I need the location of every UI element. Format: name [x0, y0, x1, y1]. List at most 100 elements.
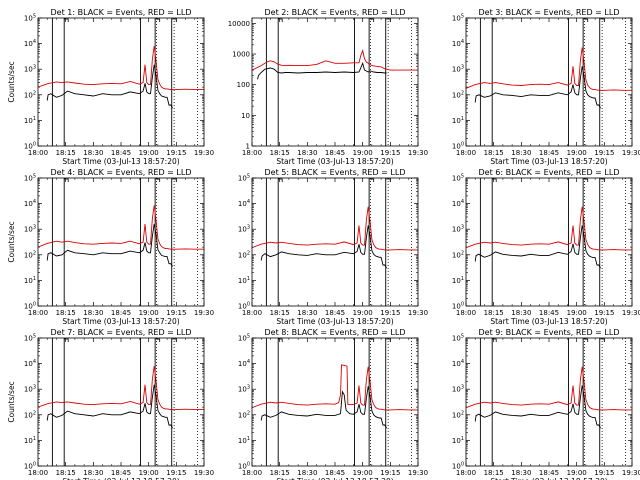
x-tick-label: 18:45: [111, 309, 131, 317]
y-tick-label: 104: [452, 39, 464, 48]
x-tick-label: 18:45: [325, 469, 345, 477]
y-tick-label: 105: [238, 334, 250, 343]
flag-marker: [600, 338, 605, 342]
plot-frame: [251, 337, 419, 467]
series-line-events: [260, 386, 387, 429]
flag-marker: [583, 18, 589, 22]
x-tick-label: 18:45: [539, 309, 559, 317]
y-tick-label: 102: [452, 90, 464, 99]
y-axis-label: Counts/sec: [7, 221, 16, 262]
y-tick-label: 100: [238, 302, 250, 311]
panel-title: Det 5: BLACK = Events, RED = LLD: [265, 168, 406, 177]
x-tick-label: 19:15: [166, 469, 186, 477]
y-tick-label: 101: [238, 436, 250, 445]
x-tick-label: 18:15: [56, 469, 76, 477]
x-tick-label: 18:30: [511, 469, 531, 477]
y-tick-label: 1: [246, 143, 250, 151]
x-tick-label: 19:00: [353, 149, 373, 157]
y-tick-label: 102: [24, 250, 36, 259]
flag-marker: [492, 178, 497, 182]
x-tick-label: 19:30: [408, 309, 428, 317]
flag-marker: [369, 338, 375, 342]
x-tick-label: 18:30: [297, 149, 317, 157]
x-tick-label: 19:15: [594, 149, 614, 157]
x-tick-label: 18:45: [111, 149, 131, 157]
plot-frame: [465, 337, 633, 467]
y-tick-label: 102: [452, 250, 464, 259]
x-tick-label: 18:00: [28, 309, 48, 317]
series-line-events: [260, 225, 387, 269]
series-group: [466, 206, 632, 269]
series-group: [38, 366, 204, 429]
x-tick-label: 18:00: [456, 149, 476, 157]
series-group: [38, 46, 204, 109]
x-tick-label: 18:00: [28, 149, 48, 157]
y-tick-label: 1000: [232, 51, 250, 59]
plot-frame: [37, 337, 205, 467]
y-tick-label: 101: [24, 276, 36, 285]
flag-marker: [64, 178, 69, 182]
x-tick-label: 19:00: [353, 469, 373, 477]
y-tick-label: 102: [24, 410, 36, 419]
y-tick-label: 104: [24, 359, 36, 368]
y-tick-label: 103: [452, 385, 464, 394]
flag-marker: [278, 338, 283, 342]
x-tick-label: 18:15: [56, 309, 76, 317]
y-tick-label: 100: [24, 462, 36, 471]
flag-marker: [492, 18, 497, 22]
y-tick-label: 102: [452, 410, 464, 419]
detector-panel-2: Det 2: BLACK = Events, RED = LLD 1 10 100 10…: [228, 8, 428, 166]
y-tick-label: 103: [24, 385, 36, 394]
flag-marker: [172, 18, 177, 22]
flag-marker: [172, 338, 177, 342]
flag-marker: [386, 338, 391, 342]
x-tick-label: 19:30: [622, 149, 640, 157]
detector-panel-5: Det 5: BLACK = Events, RED = LLD 100 101 10…: [238, 168, 428, 326]
x-tick-label: 19:15: [380, 309, 400, 317]
y-tick-label: 102: [24, 90, 36, 99]
y-tick-label: 100: [24, 302, 36, 311]
plot-frame: [251, 177, 419, 307]
y-tick-label: 103: [452, 225, 464, 234]
x-tick-label: 18:15: [270, 149, 290, 157]
x-tick-label: 19:00: [139, 309, 159, 317]
x-tick-label: 18:15: [484, 149, 504, 157]
x-tick-label: 18:45: [539, 149, 559, 157]
x-tick-label: 19:00: [567, 149, 587, 157]
series-line-events: [257, 61, 387, 80]
panel-title: Det 9: BLACK = Events, RED = LLD: [479, 328, 620, 337]
x-tick-label: 18:15: [56, 149, 76, 157]
y-tick-label: 100: [452, 462, 464, 471]
flag-marker: [64, 338, 69, 342]
y-tick-label: 105: [238, 174, 250, 183]
x-tick-label: 19:00: [139, 469, 159, 477]
series-line-lld: [38, 205, 204, 250]
flag-marker: [155, 18, 161, 22]
y-tick-label: 103: [24, 65, 36, 74]
y-tick-label: 105: [24, 14, 36, 23]
flag-marker: [386, 18, 391, 22]
panel-title: Det 2: BLACK = Events, RED = LLD: [265, 8, 406, 17]
x-axis-label: Start Time (03-Jul-13 18:57:20): [490, 317, 607, 326]
y-tick-label: 101: [238, 276, 250, 285]
x-tick-label: 19:00: [139, 149, 159, 157]
x-tick-label: 18:00: [28, 469, 48, 477]
x-tick-label: 18:00: [242, 469, 262, 477]
y-tick-label: 105: [452, 174, 464, 183]
x-tick-label: 19:30: [622, 469, 640, 477]
y-tick-label: 103: [238, 385, 250, 394]
plot-frame: [37, 177, 205, 307]
detector-panel-8: Det 8: BLACK = Events, RED = LLD 100 101 10…: [238, 328, 428, 480]
flag-marker: [172, 178, 177, 182]
y-tick-label: 105: [452, 14, 464, 23]
flag-marker: [155, 178, 161, 182]
plot-frame: [465, 177, 633, 307]
y-tick-label: 104: [24, 39, 36, 48]
x-tick-label: 19:00: [567, 469, 587, 477]
x-tick-label: 18:45: [325, 149, 345, 157]
series-line-lld: [252, 206, 418, 251]
detector-panel-1: Det 1: BLACK = Events, RED = LLD 100 101 10…: [7, 8, 214, 166]
x-axis-label: Start Time (03-Jul-13 18:57:20): [62, 317, 179, 326]
x-tick-label: 18:30: [83, 309, 103, 317]
x-tick-label: 18:30: [297, 469, 317, 477]
